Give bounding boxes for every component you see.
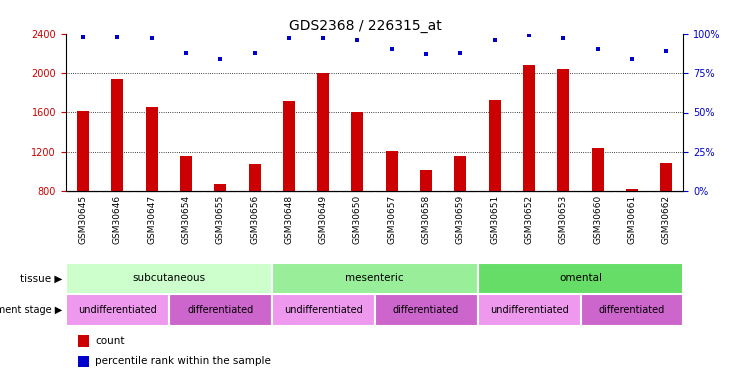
Text: undifferentiated: undifferentiated — [490, 305, 569, 315]
Point — [111, 34, 123, 40]
Point — [626, 56, 638, 62]
Point — [455, 50, 466, 55]
Text: undifferentiated: undifferentiated — [284, 305, 363, 315]
Point — [249, 50, 260, 55]
Bar — [386, 151, 398, 191]
Bar — [660, 163, 673, 191]
Text: undifferentiated: undifferentiated — [78, 305, 156, 315]
Text: GSM30653: GSM30653 — [559, 195, 568, 244]
Text: GSM30658: GSM30658 — [422, 195, 431, 244]
Bar — [180, 156, 192, 191]
Text: differentiated: differentiated — [393, 305, 459, 315]
Bar — [557, 69, 569, 191]
Bar — [477, 262, 683, 294]
Bar — [249, 164, 260, 191]
Bar — [523, 65, 535, 191]
Bar — [214, 184, 226, 191]
Bar — [66, 294, 169, 326]
Text: GSM30656: GSM30656 — [250, 195, 259, 244]
Bar — [455, 156, 466, 191]
Text: differentiated: differentiated — [599, 305, 665, 315]
Text: GSM30662: GSM30662 — [662, 195, 671, 244]
Point — [661, 48, 673, 54]
Bar — [420, 170, 432, 191]
Text: GSM30657: GSM30657 — [387, 195, 396, 244]
Point — [558, 36, 569, 42]
Point — [489, 37, 501, 43]
Text: GSM30659: GSM30659 — [456, 195, 465, 244]
Text: GSM30654: GSM30654 — [181, 195, 190, 244]
Bar — [283, 101, 295, 191]
Bar — [272, 294, 374, 326]
Text: subcutaneous: subcutaneous — [132, 273, 205, 284]
Bar — [78, 356, 89, 367]
Text: mesenteric: mesenteric — [345, 273, 404, 284]
Text: GSM30648: GSM30648 — [284, 195, 293, 244]
Text: GSM30645: GSM30645 — [78, 195, 88, 244]
Bar — [111, 79, 124, 191]
Point — [352, 37, 363, 43]
Point — [214, 56, 226, 62]
Bar — [145, 106, 158, 191]
Point — [317, 36, 329, 42]
Point — [523, 32, 535, 38]
Text: GSM30651: GSM30651 — [491, 195, 499, 244]
Bar — [352, 112, 363, 191]
Bar — [66, 262, 272, 294]
Point — [386, 46, 398, 53]
Point — [77, 34, 88, 40]
Bar — [489, 100, 501, 191]
Text: tissue ▶: tissue ▶ — [20, 273, 62, 284]
Text: GSM30650: GSM30650 — [353, 195, 362, 244]
Text: GDS2368 / 226315_at: GDS2368 / 226315_at — [289, 19, 442, 33]
Point — [420, 51, 432, 57]
Bar — [374, 294, 477, 326]
Bar — [580, 294, 683, 326]
Text: percentile rank within the sample: percentile rank within the sample — [96, 356, 271, 366]
Text: GSM30647: GSM30647 — [147, 195, 156, 244]
Text: differentiated: differentiated — [187, 305, 254, 315]
Text: GSM30652: GSM30652 — [525, 195, 534, 244]
Bar — [169, 294, 272, 326]
Text: development stage ▶: development stage ▶ — [0, 305, 62, 315]
Bar — [317, 73, 329, 191]
Text: GSM30649: GSM30649 — [319, 195, 327, 244]
Bar — [78, 335, 89, 346]
Text: omental: omental — [559, 273, 602, 284]
Point — [592, 46, 604, 53]
Text: GSM30646: GSM30646 — [113, 195, 122, 244]
Text: count: count — [96, 336, 125, 346]
Bar — [272, 262, 477, 294]
Bar — [591, 148, 604, 191]
Text: GSM30655: GSM30655 — [216, 195, 224, 244]
Bar — [77, 111, 89, 191]
Point — [145, 36, 157, 42]
Point — [180, 50, 192, 55]
Bar — [477, 294, 580, 326]
Text: GSM30660: GSM30660 — [593, 195, 602, 244]
Text: GSM30661: GSM30661 — [627, 195, 637, 244]
Point — [283, 36, 295, 42]
Bar — [626, 189, 638, 191]
